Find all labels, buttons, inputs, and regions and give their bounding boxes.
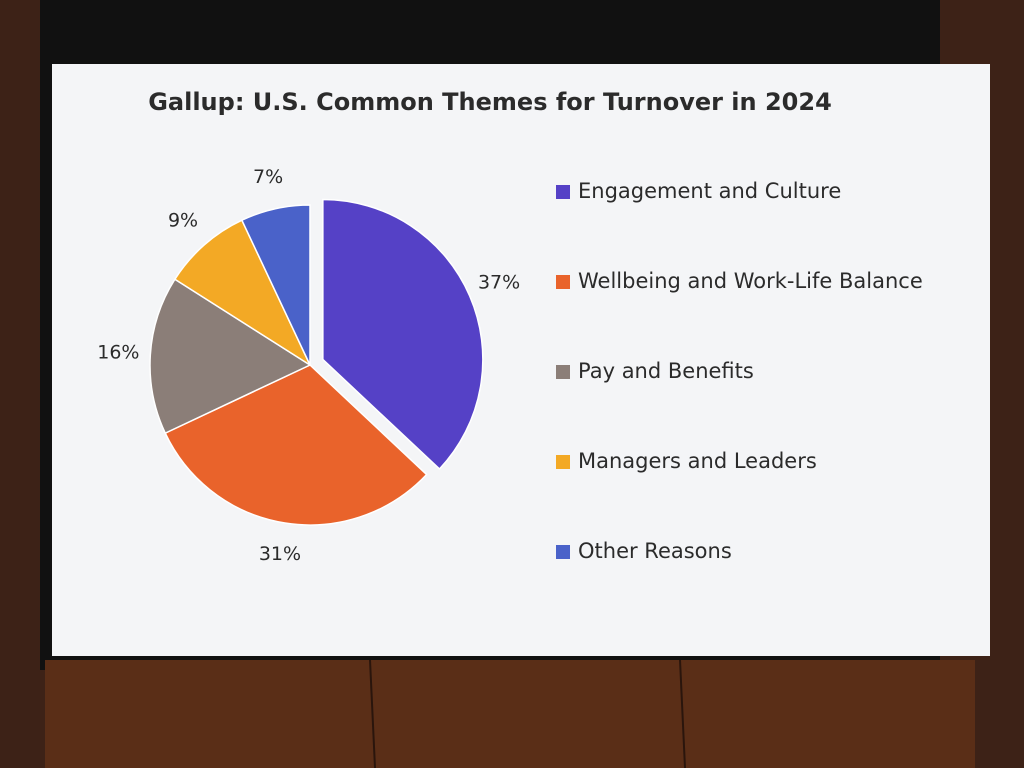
legend-swatch xyxy=(556,455,570,469)
pie-slice xyxy=(149,278,312,435)
wood-panel xyxy=(45,660,975,768)
legend-swatch xyxy=(556,545,570,559)
legend-label: Engagement and Culture xyxy=(578,179,841,203)
legend-label: Pay and Benefits xyxy=(578,359,754,383)
data-label: 9% xyxy=(168,209,198,231)
pie-slice xyxy=(173,219,312,368)
legend: Engagement and Culture Wellbeing and Work… xyxy=(556,179,923,563)
legend-swatch xyxy=(556,275,570,289)
panel-seam xyxy=(369,659,376,768)
legend-swatch xyxy=(556,185,570,199)
data-label: 37% xyxy=(478,272,520,294)
legend-label: Wellbeing and Work-Life Balance xyxy=(578,269,923,293)
chart-title: Gallup: U.S. Common Themes for Turnover … xyxy=(148,88,832,116)
pie-slice xyxy=(322,198,484,471)
panel-seam xyxy=(679,659,686,768)
pie-slice xyxy=(164,364,428,526)
data-label: 31% xyxy=(259,543,301,565)
data-label: 7% xyxy=(253,166,283,188)
legend-label: Managers and Leaders xyxy=(578,449,817,473)
pie: 37% 31% 16% 9% 7% xyxy=(97,166,520,565)
legend-label: Other Reasons xyxy=(578,539,732,563)
pie-slice xyxy=(240,204,311,366)
data-label: 16% xyxy=(97,341,139,363)
legend-swatch xyxy=(556,365,570,379)
